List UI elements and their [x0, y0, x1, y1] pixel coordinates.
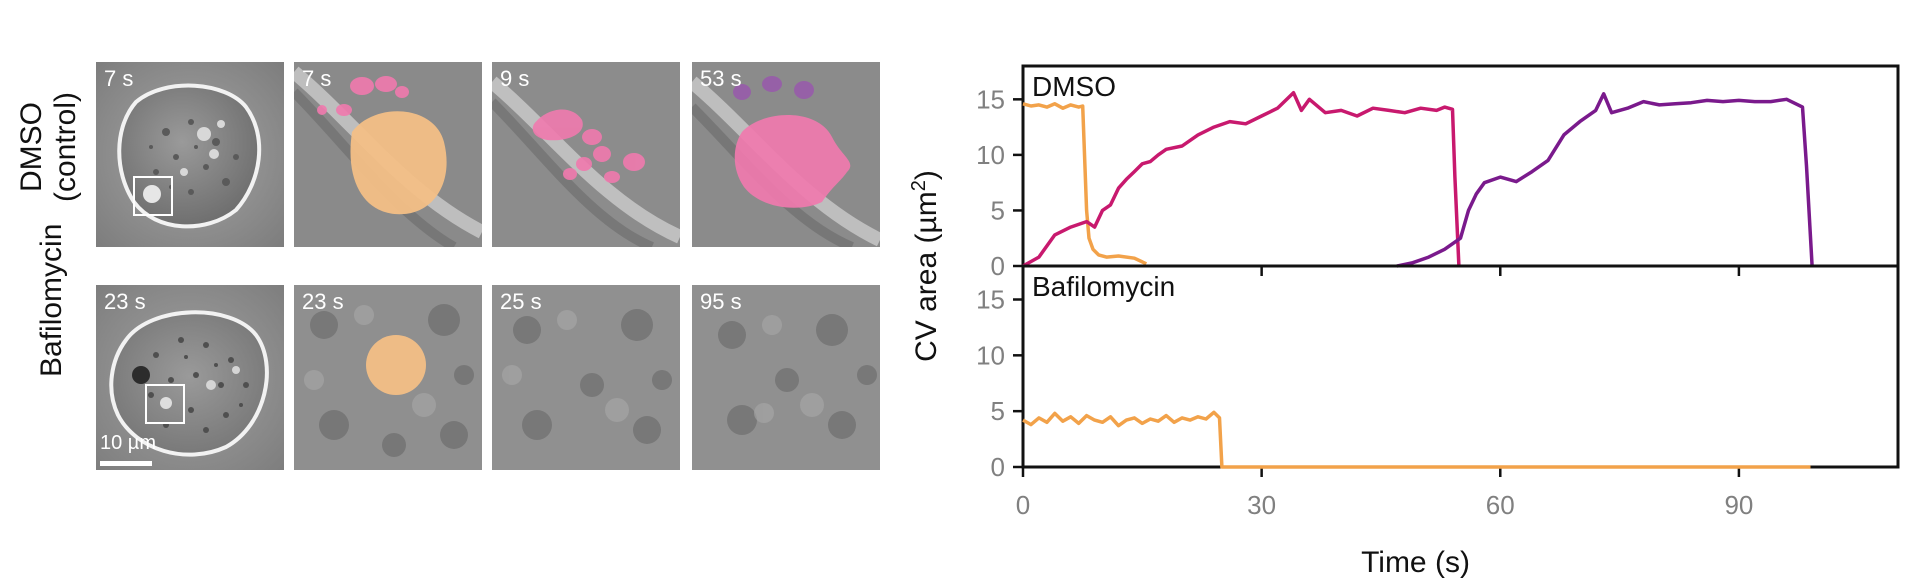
x-tick-label: 60 [1486, 490, 1515, 520]
panel-time-label: 23 s [302, 289, 344, 314]
y-axis-label-main: CV area (µm [910, 191, 943, 362]
panel-time-label: 25 s [500, 289, 542, 314]
panel-time-label: 53 s [700, 66, 742, 91]
y-tick-label: 5 [991, 396, 1005, 426]
y-tick-label: 15 [976, 84, 1005, 114]
subplot-title: Bafilomycin [1032, 271, 1175, 302]
y-tick-label: 10 [976, 340, 1005, 370]
zoom-region-box [145, 384, 185, 424]
y-axis-label-superscript: 2 [908, 180, 930, 191]
series-line-vacuole-1 [1022, 410, 1811, 469]
zoom-image [692, 285, 880, 470]
series-line-vacuole-2 [1022, 90, 1461, 268]
micrograph-dmso-9s-zoom: 9 s [492, 62, 680, 247]
panel-time-label: 95 s [700, 289, 742, 314]
micrograph-dmso-overview: 7 s [96, 62, 284, 247]
cv-highlight-orange [366, 335, 426, 395]
series-line-vacuole-1 [1022, 102, 1148, 266]
cv-fragments-purple [733, 76, 814, 100]
zoom-image [294, 62, 482, 247]
cell-overview-image [96, 285, 284, 470]
zoom-image [492, 62, 680, 247]
cv-highlight-pink [734, 114, 851, 208]
y-axis-label: CV area (µm2) [908, 170, 943, 362]
micrograph-bafilomycin-95s-zoom: 95 s [692, 285, 880, 470]
y-tick-label: 0 [991, 452, 1005, 482]
y-tick-label: 5 [991, 195, 1005, 225]
panel-time-label: 23 s [104, 289, 146, 314]
cell-overview-image [96, 62, 284, 247]
micrograph-bafilomycin-25s-zoom: 25 s [492, 285, 680, 470]
x-tick-label: 90 [1724, 490, 1753, 520]
cv-fragments-pink [317, 76, 409, 116]
x-tick-label: 30 [1247, 490, 1276, 520]
cv-fragments-pink [532, 109, 645, 183]
zoom-region-box [133, 176, 173, 216]
zoom-image [492, 285, 680, 470]
scale-bar [100, 461, 152, 466]
subplot-title: DMSO [1032, 71, 1116, 102]
x-axis-label: Time (s) [1361, 546, 1470, 579]
panel-time-label: 7 s [104, 66, 134, 91]
y-tick-label: 10 [976, 140, 1005, 170]
micrograph-bafilomycin-overview: 23 s 10 µm [96, 285, 284, 470]
panel-time-label: 9 s [500, 66, 530, 91]
micrograph-dmso-7s-zoom: 7 s [294, 62, 482, 247]
micrograph-bafilomycin-23s-zoom: 23 s [294, 285, 482, 470]
micrograph-dmso-53s-zoom: 53 s [692, 62, 880, 247]
panel-time-label: 7 s [302, 66, 332, 91]
y-axis-label-close: ) [910, 170, 943, 180]
scale-bar-label: 10 µm [100, 432, 156, 454]
series-line-vacuole-3 [1396, 92, 1814, 268]
x-tick-label: 0 [1016, 490, 1030, 520]
y-tick-label: 15 [976, 285, 1005, 315]
y-tick-label: 0 [991, 251, 1005, 281]
cv-highlight-orange [350, 111, 447, 215]
zoom-image [692, 62, 880, 247]
zoom-image [294, 285, 482, 470]
